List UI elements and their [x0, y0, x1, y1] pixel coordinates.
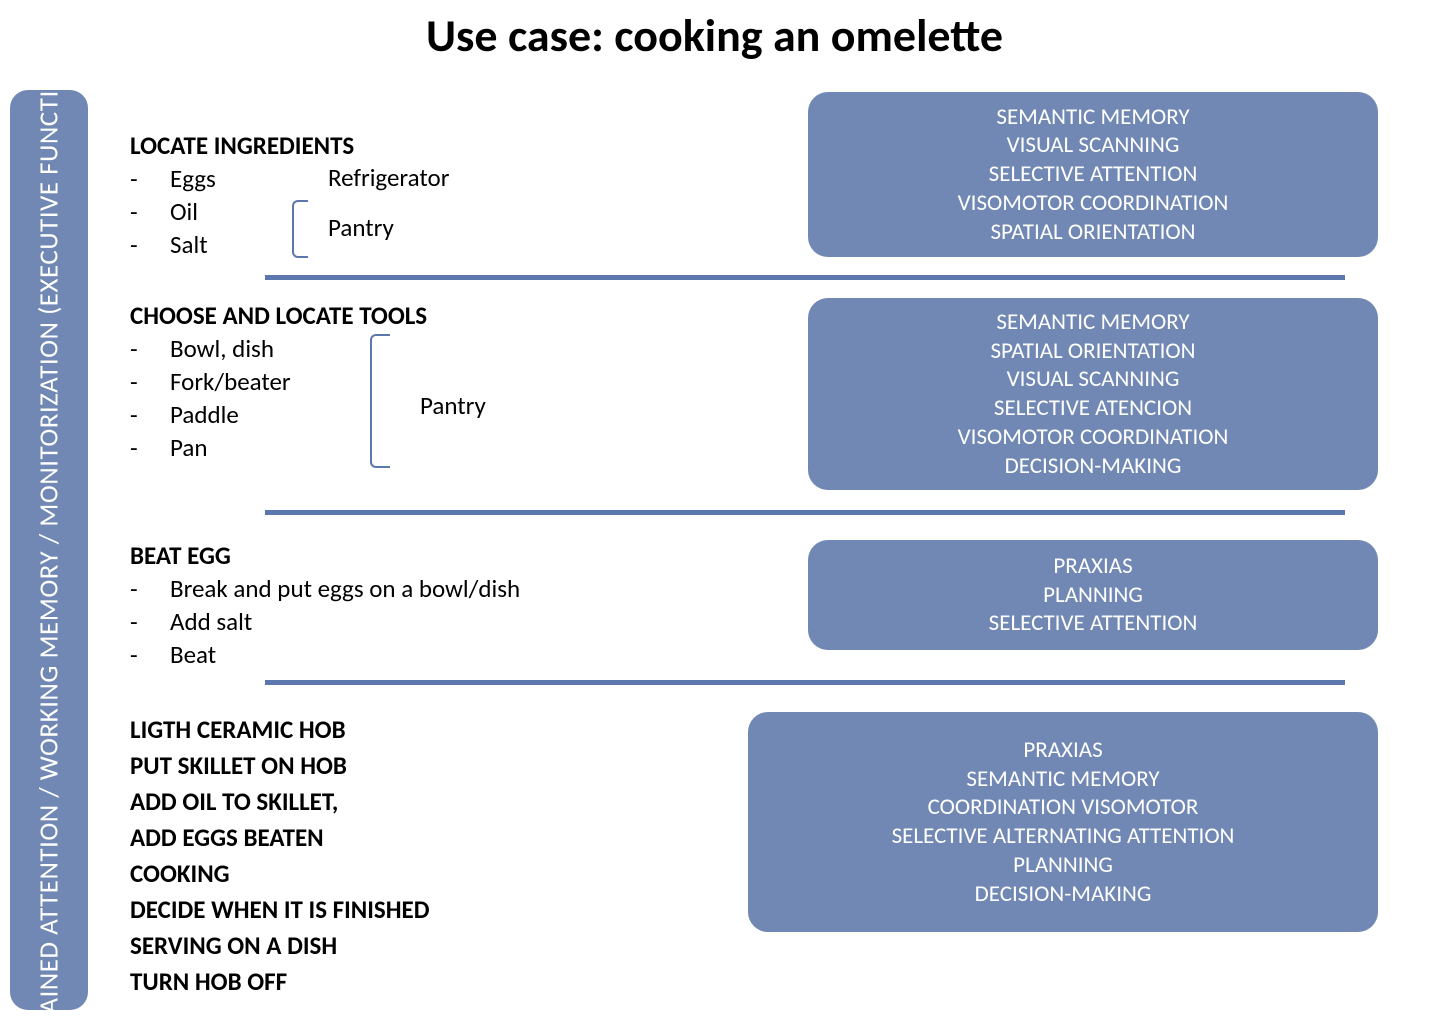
step-line: SERVING ON A DISH	[130, 928, 429, 964]
cognitive-line: SELECTIVE ATTENTION	[989, 160, 1198, 189]
list-item: -Add salt	[130, 605, 520, 638]
step-line: ADD EGGS BEATEN	[130, 820, 429, 856]
cognitive-line: DECISION-MAKING	[1005, 452, 1182, 481]
cognitive-box-beat-egg: PRAXIASPLANNINGSELECTIVE ATTENTION	[808, 540, 1378, 650]
cognitive-line: VISUAL SCANNING	[1007, 131, 1180, 160]
cognitive-line: PLANNING	[1043, 581, 1143, 610]
cognitive-line: SELECTIVE ATENCION	[994, 394, 1192, 423]
cognitive-box-choose-tools: SEMANTIC MEMORYSPATIAL ORIENTATIONVISUAL…	[808, 298, 1378, 490]
cognitive-line: SELECTIVE ATTENTION	[989, 609, 1198, 638]
list-item: -Fork/beater	[130, 365, 291, 398]
sidebar-label: SUSTAINED ATTENTION / WORKING MEMORY / M…	[33, 32, 66, 1033]
list-choose-tools: -Bowl, dish-Fork/beater-Paddle-Pan	[130, 332, 291, 464]
sidebar-box: SUSTAINED ATTENTION / WORKING MEMORY / M…	[10, 90, 88, 1010]
list-item: -Break and put eggs on a bowl/dish	[130, 572, 520, 605]
cognitive-box-cook: PRAXIASSEMANTIC MEMORYCOORDINATION VISOM…	[748, 712, 1378, 932]
cognitive-line: VISOMOTOR COORDINATION	[958, 189, 1229, 218]
location-pantry-1: Pantry	[328, 212, 394, 243]
divider-line	[265, 510, 1345, 515]
step-line: PUT SKILLET ON HOB	[130, 748, 429, 784]
list-item: -Paddle	[130, 398, 291, 431]
location-refrigerator: Refrigerator	[328, 162, 449, 193]
divider-line	[265, 275, 1345, 280]
cognitive-line: SELECTIVE ALTERNATING ATTENTION	[892, 822, 1235, 851]
cognitive-line: COORDINATION VISOMOTOR	[928, 793, 1199, 822]
list-beat-egg: -Break and put eggs on a bowl/dish-Add s…	[130, 572, 520, 671]
step-line: COOKING	[130, 856, 429, 892]
section-heading-choose-tools: CHOOSE AND LOCATE TOOLS	[130, 300, 427, 331]
bracket-icon	[292, 200, 308, 258]
cognitive-line: VISUAL SCANNING	[1007, 365, 1180, 394]
cognitive-line: PRAXIAS	[1053, 552, 1132, 581]
list-item: -Oil	[130, 195, 216, 228]
cognitive-line: PLANNING	[1013, 851, 1113, 880]
cognitive-line: VISOMOTOR COORDINATION	[958, 423, 1229, 452]
list-item: -Pan	[130, 431, 291, 464]
cognitive-line: PRAXIAS	[1023, 736, 1102, 765]
list-item: -Beat	[130, 638, 520, 671]
section-heading-beat-egg: BEAT EGG	[130, 540, 231, 571]
cognitive-line: SEMANTIC MEMORY	[966, 765, 1159, 794]
list-item: -Eggs	[130, 162, 216, 195]
step-line: ADD OIL TO SKILLET,	[130, 784, 429, 820]
cognitive-box-locate-ingredients: SEMANTIC MEMORYVISUAL SCANNINGSELECTIVE …	[808, 92, 1378, 257]
section-heading-locate-ingredients: LOCATE INGREDIENTS	[130, 130, 354, 161]
cognitive-line: SEMANTIC MEMORY	[996, 308, 1189, 337]
step-line: TURN HOB OFF	[130, 964, 429, 1000]
step-line: LIGTH CERAMIC HOB	[130, 712, 429, 748]
list-locate-ingredients: -Eggs-Oil-Salt	[130, 162, 216, 261]
step-line: DECIDE WHEN IT IS FINISHED	[130, 892, 429, 928]
cognitive-line: SPATIAL ORIENTATION	[990, 218, 1195, 247]
cognitive-line: SEMANTIC MEMORY	[996, 103, 1189, 132]
cognitive-line: DECISION-MAKING	[975, 880, 1152, 909]
bracket-icon	[370, 334, 390, 468]
steps-cook: LIGTH CERAMIC HOBPUT SKILLET ON HOBADD O…	[130, 712, 429, 1000]
page-title: Use case: cooking an omelette	[0, 8, 1429, 64]
divider-line	[265, 680, 1345, 685]
list-item: -Bowl, dish	[130, 332, 291, 365]
list-item: -Salt	[130, 228, 216, 261]
location-pantry-2: Pantry	[420, 390, 486, 421]
cognitive-line: SPATIAL ORIENTATION	[990, 337, 1195, 366]
